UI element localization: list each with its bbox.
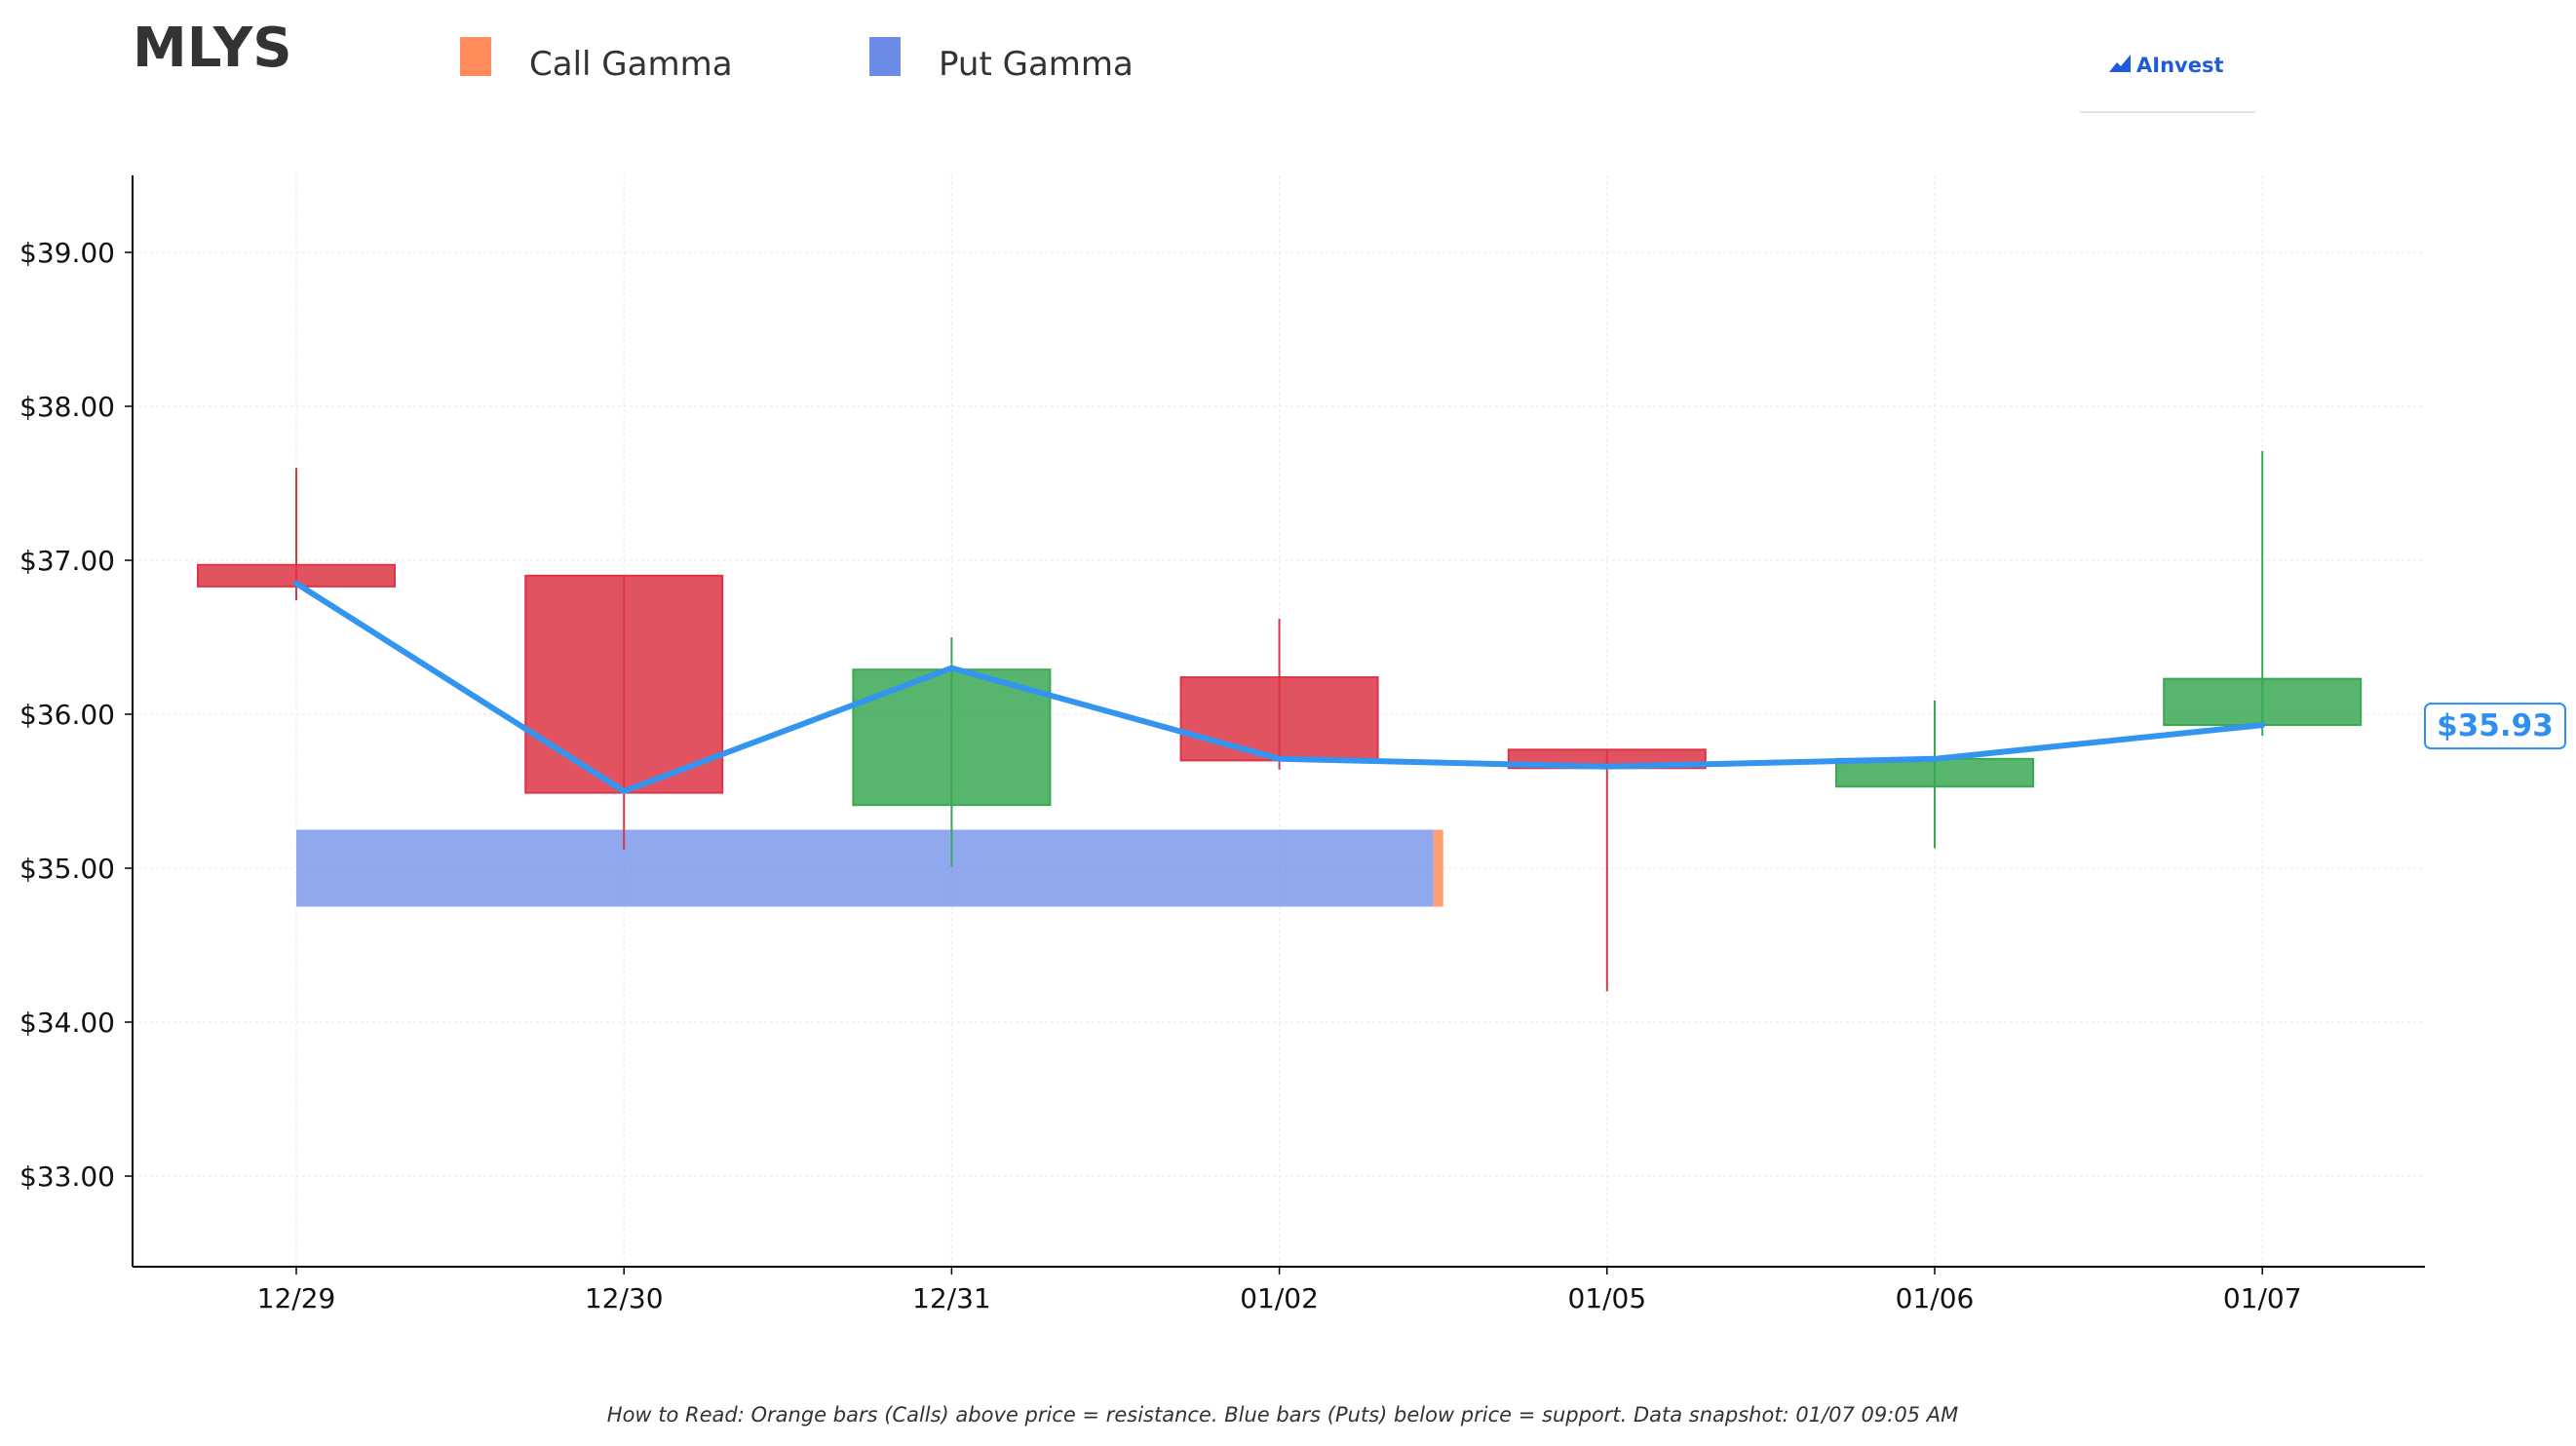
legend-swatch-call-gamma [460, 37, 491, 76]
x-tick-label: 12/29 [257, 1282, 336, 1314]
y-tick-label: $34.00 [19, 1007, 115, 1039]
footnote: How to Read: Orange bars (Calls) above p… [607, 1403, 1958, 1427]
candle-body [1835, 757, 2034, 788]
close-line-layer [293, 580, 2266, 794]
call-gamma-bar [1433, 829, 1443, 907]
candle-body [1179, 676, 1379, 762]
brand-logo-icon [2109, 55, 2131, 72]
axes: $33.00 $34.00 $35.00 $36.00 $37.00 $38.00 $39.… [19, 175, 2425, 1314]
y-tick-label: $38.00 [19, 391, 115, 423]
y-tick-label: $36.00 [19, 699, 115, 731]
y-tick-label: $39.00 [19, 237, 115, 269]
legend-swatch-put-gamma [869, 37, 901, 76]
legend-label-call-gamma: Call Gamma [529, 45, 733, 84]
candle-body [2163, 677, 2363, 727]
current-price-box [2424, 703, 2566, 750]
x-tick-label: 12/31 [912, 1282, 991, 1314]
legend-label-put-gamma: Put Gamma [939, 45, 1134, 84]
y-tick-label: $33.00 [19, 1161, 115, 1193]
gamma-band-layer [296, 829, 1443, 907]
y-tick-label: $37.00 [19, 545, 115, 577]
x-tick-label: 12/30 [585, 1282, 664, 1314]
current-price-label: $35.93 [2437, 708, 2554, 743]
close-price-line [293, 580, 2266, 794]
brand-name: AInvest [2136, 54, 2224, 77]
candle-layer [197, 450, 2363, 992]
chart-title: MLYS [133, 17, 292, 80]
put-gamma-bar [296, 829, 1434, 907]
brand-logo: AInvest [2080, 54, 2255, 113]
x-tick-label: 01/05 [1567, 1282, 1646, 1314]
current-price-callout: $35.93 [2424, 703, 2566, 750]
x-tick-label: 01/07 [2223, 1282, 2302, 1314]
y-tick-label: $35.00 [19, 853, 115, 885]
candle-body [524, 574, 724, 794]
x-tick-label: 01/06 [1896, 1282, 1975, 1314]
x-tick-label: 01/02 [1240, 1282, 1319, 1314]
